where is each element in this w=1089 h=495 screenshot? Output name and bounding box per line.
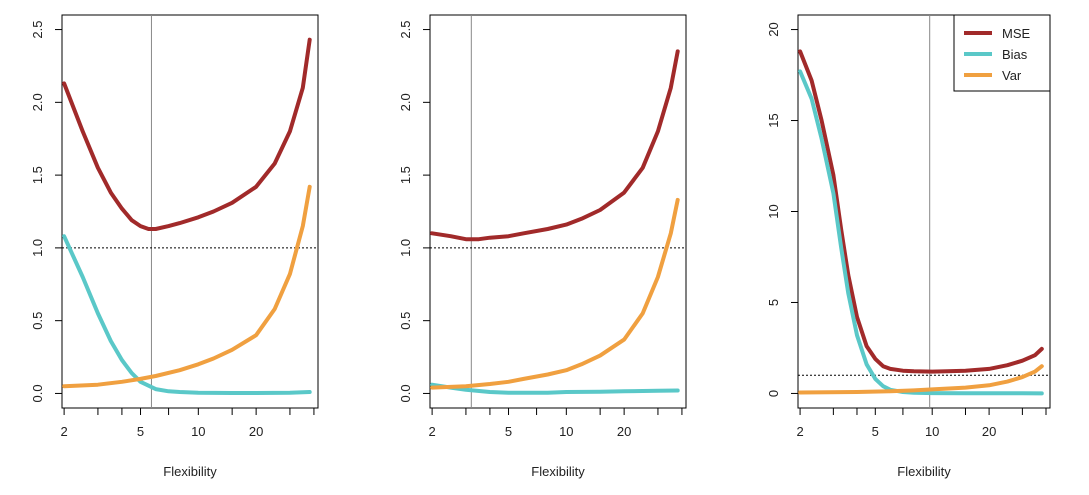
chart-panel-1: 0.0 0.5 1.0 1.5 2.0 2.5 2 5 10 20 Flexibility — [30, 14, 319, 479]
legend-label-var: Var — [1002, 68, 1022, 83]
y-tick-label: 2.5 — [398, 21, 413, 39]
series-line-mse — [430, 49, 680, 242]
plot-frame — [429, 14, 687, 409]
series-line-bias — [62, 234, 312, 395]
series-line-bias — [430, 382, 680, 395]
y-tick-label: 2.0 — [30, 93, 45, 111]
x-tick-label: 5 — [505, 424, 512, 439]
series-line-var — [430, 197, 680, 390]
y-tick-label: 15 — [766, 113, 781, 127]
y-tick-label: 1.0 — [398, 239, 413, 257]
y-tick-label: 2.5 — [30, 21, 45, 39]
y-tick-label: 10 — [766, 204, 781, 218]
x-tick-label: 10 — [559, 424, 573, 439]
y-tick-label: 0.0 — [398, 384, 413, 402]
series-line-mse — [62, 37, 312, 231]
x-tick-label: 5 — [137, 424, 144, 439]
x-tick-label: 2 — [60, 424, 67, 439]
x-axis-label: Flexibility — [531, 464, 585, 479]
plot-frame — [61, 14, 319, 409]
legend-label-mse: MSE — [1002, 26, 1031, 41]
y-tick-label: 1.5 — [398, 166, 413, 184]
y-tick-label: 1.0 — [30, 239, 45, 257]
x-tick-label: 20 — [617, 424, 631, 439]
legend: MSE Bias Var — [953, 14, 1051, 92]
y-tick-label: 0.5 — [30, 312, 45, 330]
x-tick-label: 20 — [982, 424, 996, 439]
x-axis-label: Flexibility — [163, 464, 217, 479]
x-tick-label: 10 — [925, 424, 939, 439]
x-axis-label: Flexibility — [897, 464, 951, 479]
y-tick-label: 0 — [766, 390, 781, 397]
x-tick-label: 2 — [428, 424, 435, 439]
series-line-var — [798, 364, 1044, 395]
y-tick-label: 0.0 — [30, 384, 45, 402]
y-tick-label: 5 — [766, 299, 781, 306]
y-tick-label: 0.5 — [398, 312, 413, 330]
series-line-bias — [798, 69, 1044, 396]
chart-panel-2: 0.0 0.5 1.0 1.5 2.0 2.5 2 5 10 20 Flexibility — [398, 14, 687, 479]
y-tick-label: 20 — [766, 22, 781, 36]
series-line-mse — [798, 49, 1044, 374]
x-tick-label: 2 — [796, 424, 803, 439]
x-tick-label: 20 — [249, 424, 263, 439]
legend-label-bias: Bias — [1002, 47, 1028, 62]
series-line-var — [62, 184, 312, 389]
y-tick-label: 2.0 — [398, 93, 413, 111]
x-tick-label: 5 — [872, 424, 879, 439]
y-tick-label: 1.5 — [30, 166, 45, 184]
x-tick-label: 10 — [191, 424, 205, 439]
